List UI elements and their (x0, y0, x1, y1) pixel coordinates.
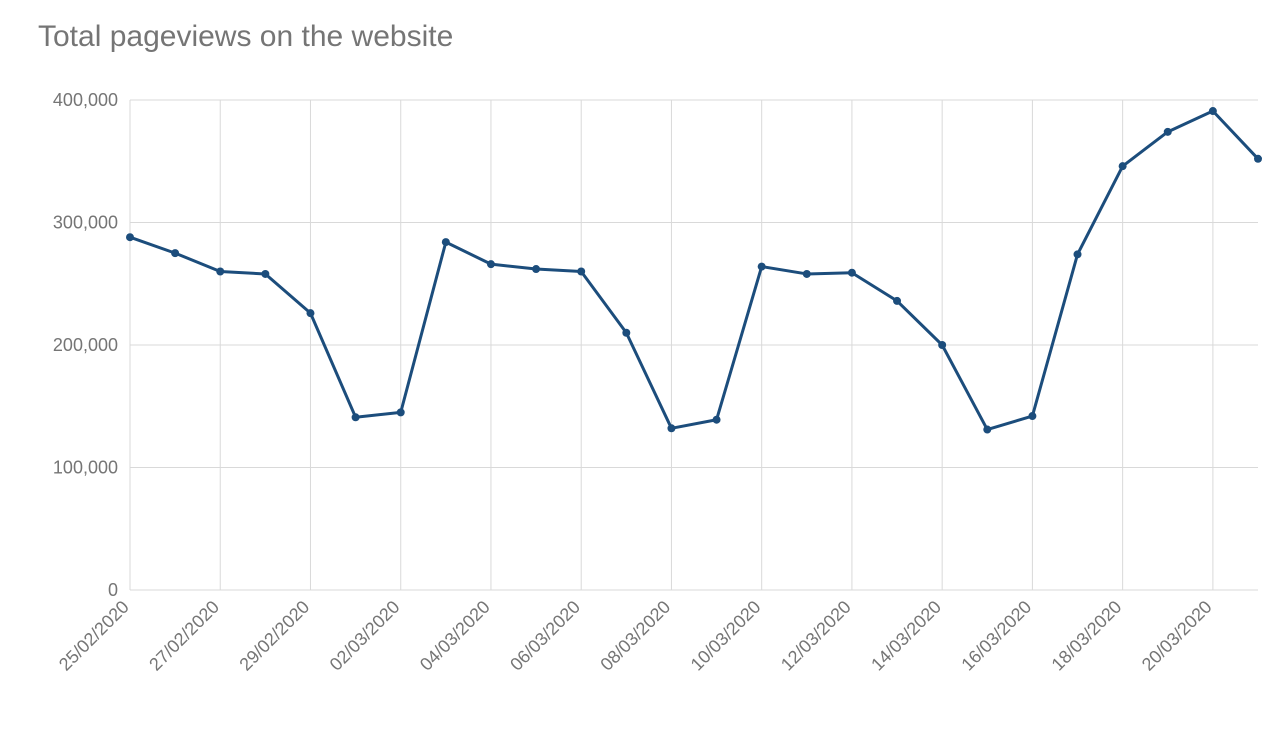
data-point (306, 309, 314, 317)
data-point (126, 233, 134, 241)
data-point (442, 238, 450, 246)
x-tick: 10/03/2020 (687, 597, 765, 675)
y-tick-label: 200,000 (53, 335, 118, 355)
data-point (1028, 412, 1036, 420)
line-chart: 0100,000200,000300,000400,00025/02/20202… (0, 0, 1278, 742)
x-tick: 12/03/2020 (777, 597, 855, 675)
data-point (758, 263, 766, 271)
y-tick-label: 100,000 (53, 458, 118, 478)
x-tick-label: 14/03/2020 (867, 597, 945, 675)
data-point (487, 260, 495, 268)
x-tick: 18/03/2020 (1048, 597, 1126, 675)
x-tick: 25/02/2020 (55, 597, 133, 675)
data-point (938, 341, 946, 349)
data-point (1074, 250, 1082, 258)
x-tick: 06/03/2020 (506, 597, 584, 675)
x-tick: 29/02/2020 (235, 597, 313, 675)
chart-container: Total pageviews on the website 0 100,000 2… (0, 0, 1278, 742)
data-point (713, 416, 721, 424)
x-tick-label: 12/03/2020 (777, 597, 855, 675)
data-point (261, 270, 269, 278)
data-point (577, 268, 585, 276)
data-point (171, 249, 179, 257)
data-point (983, 426, 991, 434)
x-tick-label: 20/03/2020 (1138, 597, 1216, 675)
data-point (622, 329, 630, 337)
x-tick-label: 02/03/2020 (326, 597, 404, 675)
x-tick: 20/03/2020 (1138, 597, 1216, 675)
data-point (532, 265, 540, 273)
data-point (893, 297, 901, 305)
x-tick-label: 10/03/2020 (687, 597, 765, 675)
data-point (848, 269, 856, 277)
x-tick: 02/03/2020 (326, 597, 404, 675)
x-tick-label: 29/02/2020 (235, 597, 313, 675)
x-tick-label: 04/03/2020 (416, 597, 494, 675)
x-tick-label: 06/03/2020 (506, 597, 584, 675)
data-point (216, 268, 224, 276)
data-point (1164, 128, 1172, 136)
x-tick-label: 16/03/2020 (957, 597, 1035, 675)
data-point (1209, 107, 1217, 115)
chart-title: Total pageviews on the website (38, 20, 453, 54)
data-point (352, 413, 360, 421)
series-line (130, 111, 1258, 430)
x-tick: 14/03/2020 (867, 597, 945, 675)
x-tick: 08/03/2020 (596, 597, 674, 675)
y-tick-label: 300,000 (53, 213, 118, 233)
data-point (397, 408, 405, 416)
x-tick: 04/03/2020 (416, 597, 494, 675)
data-point (1254, 155, 1262, 163)
x-tick: 16/03/2020 (957, 597, 1035, 675)
x-tick-label: 27/02/2020 (145, 597, 223, 675)
x-tick: 27/02/2020 (145, 597, 223, 675)
x-tick-label: 25/02/2020 (55, 597, 133, 675)
y-tick-label: 0 (108, 580, 118, 600)
y-tick-label: 400,000 (53, 90, 118, 110)
data-point (1119, 162, 1127, 170)
data-point (667, 424, 675, 432)
x-tick-label: 08/03/2020 (596, 597, 674, 675)
x-tick-label: 18/03/2020 (1048, 597, 1126, 675)
data-point (803, 270, 811, 278)
